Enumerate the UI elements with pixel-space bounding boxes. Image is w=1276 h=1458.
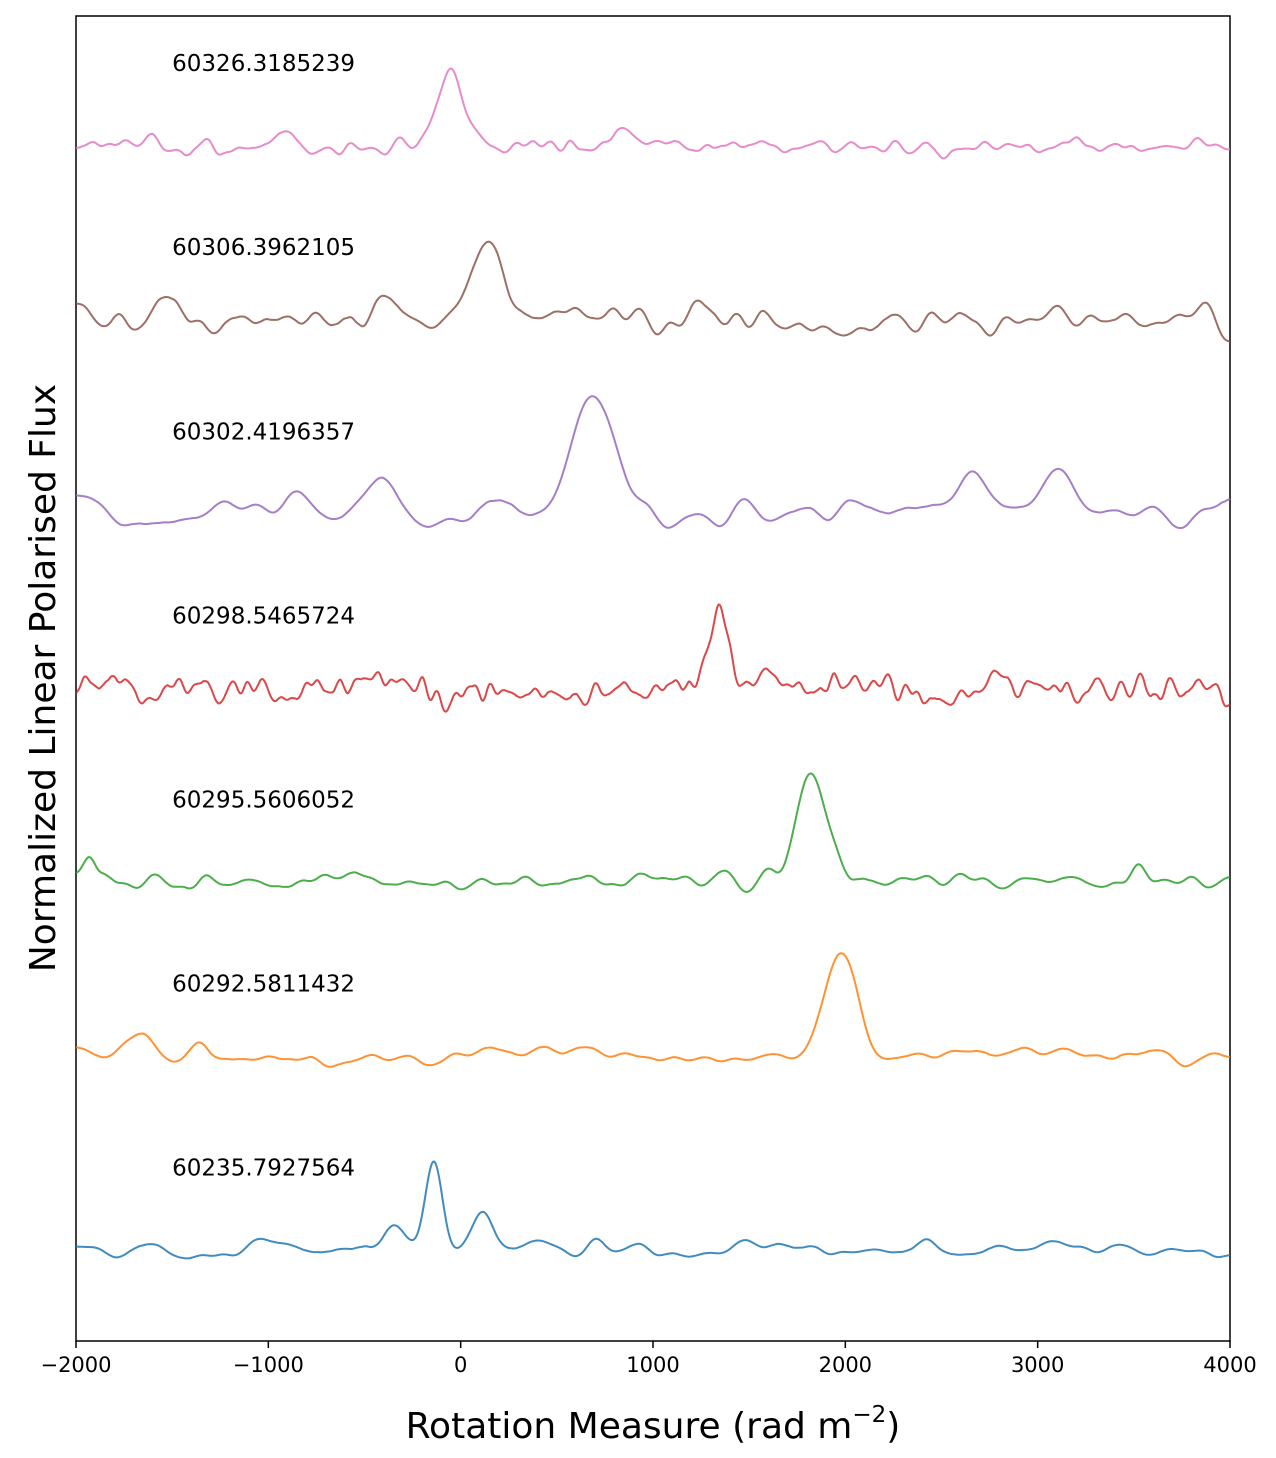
x-tick-label: −1000 <box>233 1353 304 1377</box>
series-line-60295.5606052 <box>75 772 1231 893</box>
series-label-layer: 60235.7927564 60292.5811432 60295.5606052 6… <box>172 51 355 1181</box>
series-line-60326.3185239 <box>75 67 1231 160</box>
x-axis-label-main: Rotation Measure (rad m <box>406 1406 853 1447</box>
series-label: 60302.4196357 <box>172 419 355 445</box>
series-label: 60235.7927564 <box>172 1155 355 1181</box>
series-line-60302.4196357 <box>75 395 1231 530</box>
series-label: 60326.3185239 <box>172 51 355 77</box>
series-label: 60292.5811432 <box>172 971 355 997</box>
x-tick-label: 1000 <box>626 1353 679 1377</box>
x-axis-label-superscript: −2 <box>852 1402 886 1428</box>
series-label: 60295.5606052 <box>172 787 355 813</box>
plot-frame <box>75 15 1231 1342</box>
x-tick-label: 4000 <box>1203 1353 1256 1377</box>
x-tick-label: 2000 <box>819 1353 872 1377</box>
x-axis-label: Rotation Measure (rad m−2) <box>406 1402 901 1447</box>
x-axis-ticks: −2000 −1000 0 1000 2000 3000 4000 <box>40 1341 1257 1377</box>
series-label: 60298.5465724 <box>172 603 355 629</box>
x-axis-label-close: ) <box>886 1406 900 1447</box>
series-label: 60306.3962105 <box>172 235 355 261</box>
series-layer <box>75 67 1231 1260</box>
y-axis-label: Normalized Linear Polarised Flux <box>23 384 64 972</box>
series-line-60306.3962105 <box>75 240 1231 343</box>
x-tick-label: 0 <box>454 1353 467 1377</box>
x-tick-label: −2000 <box>40 1353 111 1377</box>
series-line-60298.5465724 <box>75 603 1231 713</box>
x-tick-label: 3000 <box>1011 1353 1064 1377</box>
series-line-60235.7927564 <box>75 1160 1231 1260</box>
series-line-60292.5811432 <box>75 952 1231 1068</box>
